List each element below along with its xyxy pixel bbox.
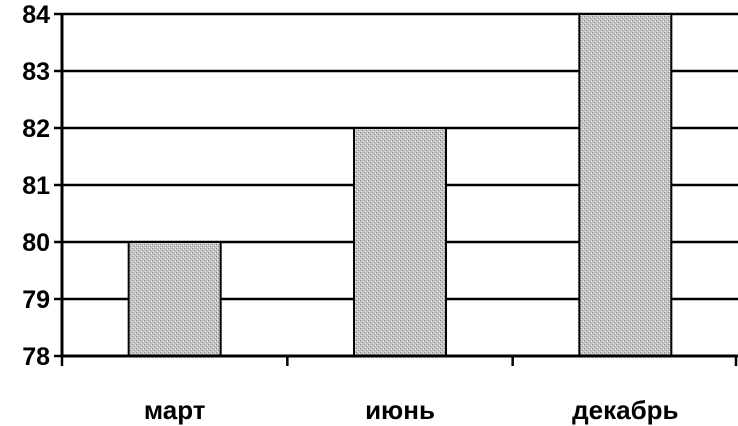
- y-tick-label: 78: [22, 343, 50, 371]
- x-category-label: июнь: [365, 395, 435, 425]
- x-category-label: март: [144, 395, 206, 425]
- y-tick-label: 84: [22, 1, 50, 29]
- y-tick-label: 80: [22, 229, 50, 257]
- y-tick-label: 82: [22, 115, 50, 143]
- y-tick-label: 83: [22, 58, 50, 86]
- bar-2: [578, 13, 673, 357]
- x-category-label: декабрь: [572, 395, 678, 425]
- y-tick-label: 81: [22, 172, 50, 200]
- bars: [127, 13, 673, 357]
- y-tick-label: 79: [22, 286, 50, 314]
- axes: [54, 12, 738, 366]
- bar-0: [127, 241, 222, 357]
- bar-1: [353, 127, 447, 357]
- y-tick-labels: 78 79 80 81 82 83 84: [22, 1, 50, 371]
- x-category-labels: март июнь декабрь: [144, 395, 679, 425]
